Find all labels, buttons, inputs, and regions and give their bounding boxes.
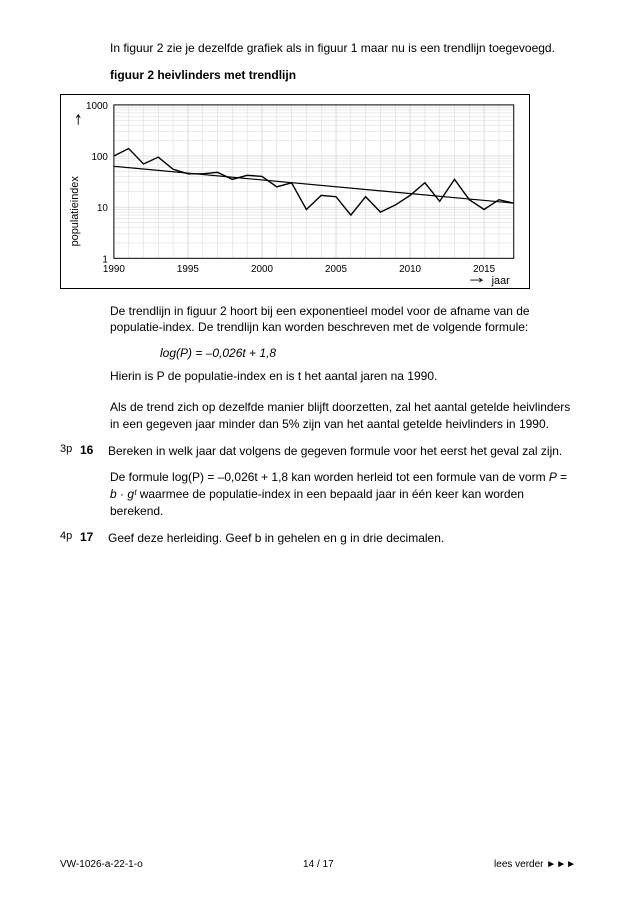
q16-text: Bereken in welk jaar dat volgens de gege…	[108, 443, 576, 460]
chart-box: 1101001000199019952000200520102015jaarpo…	[60, 94, 530, 289]
footer-center: 14 / 17	[303, 859, 334, 870]
para5-a: De formule log(P) = –0,026t + 1,8 kan wo…	[110, 470, 549, 484]
figure-caption: figuur 2 heivlinders met trendlijn	[110, 67, 576, 84]
svg-text:populatieindex: populatieindex	[69, 175, 81, 246]
herleid-paragraph: De formule log(P) = –0,026t + 1,8 kan wo…	[110, 469, 576, 519]
variable-paragraph: Hierin is P de populatie-index en is t h…	[110, 368, 576, 385]
svg-text:2005: 2005	[325, 264, 347, 275]
formula: log(P) = –0,026t + 1,8	[160, 346, 576, 360]
chart-container: 1101001000199019952000200520102015jaarpo…	[60, 94, 576, 289]
trend-paragraph: Als de trend zich op dezelfde manier bli…	[110, 399, 576, 433]
intro-paragraph: In figuur 2 zie je dezelfde grafiek als …	[110, 40, 576, 57]
q17-points: 4p	[60, 530, 80, 542]
svg-text:2000: 2000	[251, 264, 273, 275]
q17-text: Geef deze herleiding. Geef b in gehelen …	[108, 530, 576, 547]
svg-text:2015: 2015	[473, 264, 495, 275]
question-16: 3p 16 Bereken in welk jaar dat volgens d…	[60, 443, 576, 460]
footer-left: VW-1026-a-22-1-o	[60, 859, 143, 870]
q17-number: 17	[80, 530, 108, 544]
chart-svg: 1101001000199019952000200520102015jaarpo…	[61, 95, 529, 288]
svg-text:1990: 1990	[103, 264, 125, 275]
page-footer: VW-1026-a-22-1-o 14 / 17 lees verder ►►►	[60, 859, 576, 870]
footer-right: lees verder ►►►	[494, 859, 576, 870]
model-paragraph: De trendlijn in figuur 2 hoort bij een e…	[110, 303, 576, 337]
para5-c: waarmee de populatie-index in een bepaal…	[110, 487, 524, 518]
svg-text:2010: 2010	[399, 264, 421, 275]
svg-text:1995: 1995	[177, 264, 199, 275]
question-17: 4p 17 Geef deze herleiding. Geef b in ge…	[60, 530, 576, 547]
svg-text:jaar: jaar	[491, 275, 511, 287]
q16-points: 3p	[60, 443, 80, 455]
q16-number: 16	[80, 443, 108, 457]
svg-text:1000: 1000	[86, 100, 108, 111]
svg-text:10: 10	[97, 203, 108, 214]
svg-text:100: 100	[91, 152, 108, 163]
